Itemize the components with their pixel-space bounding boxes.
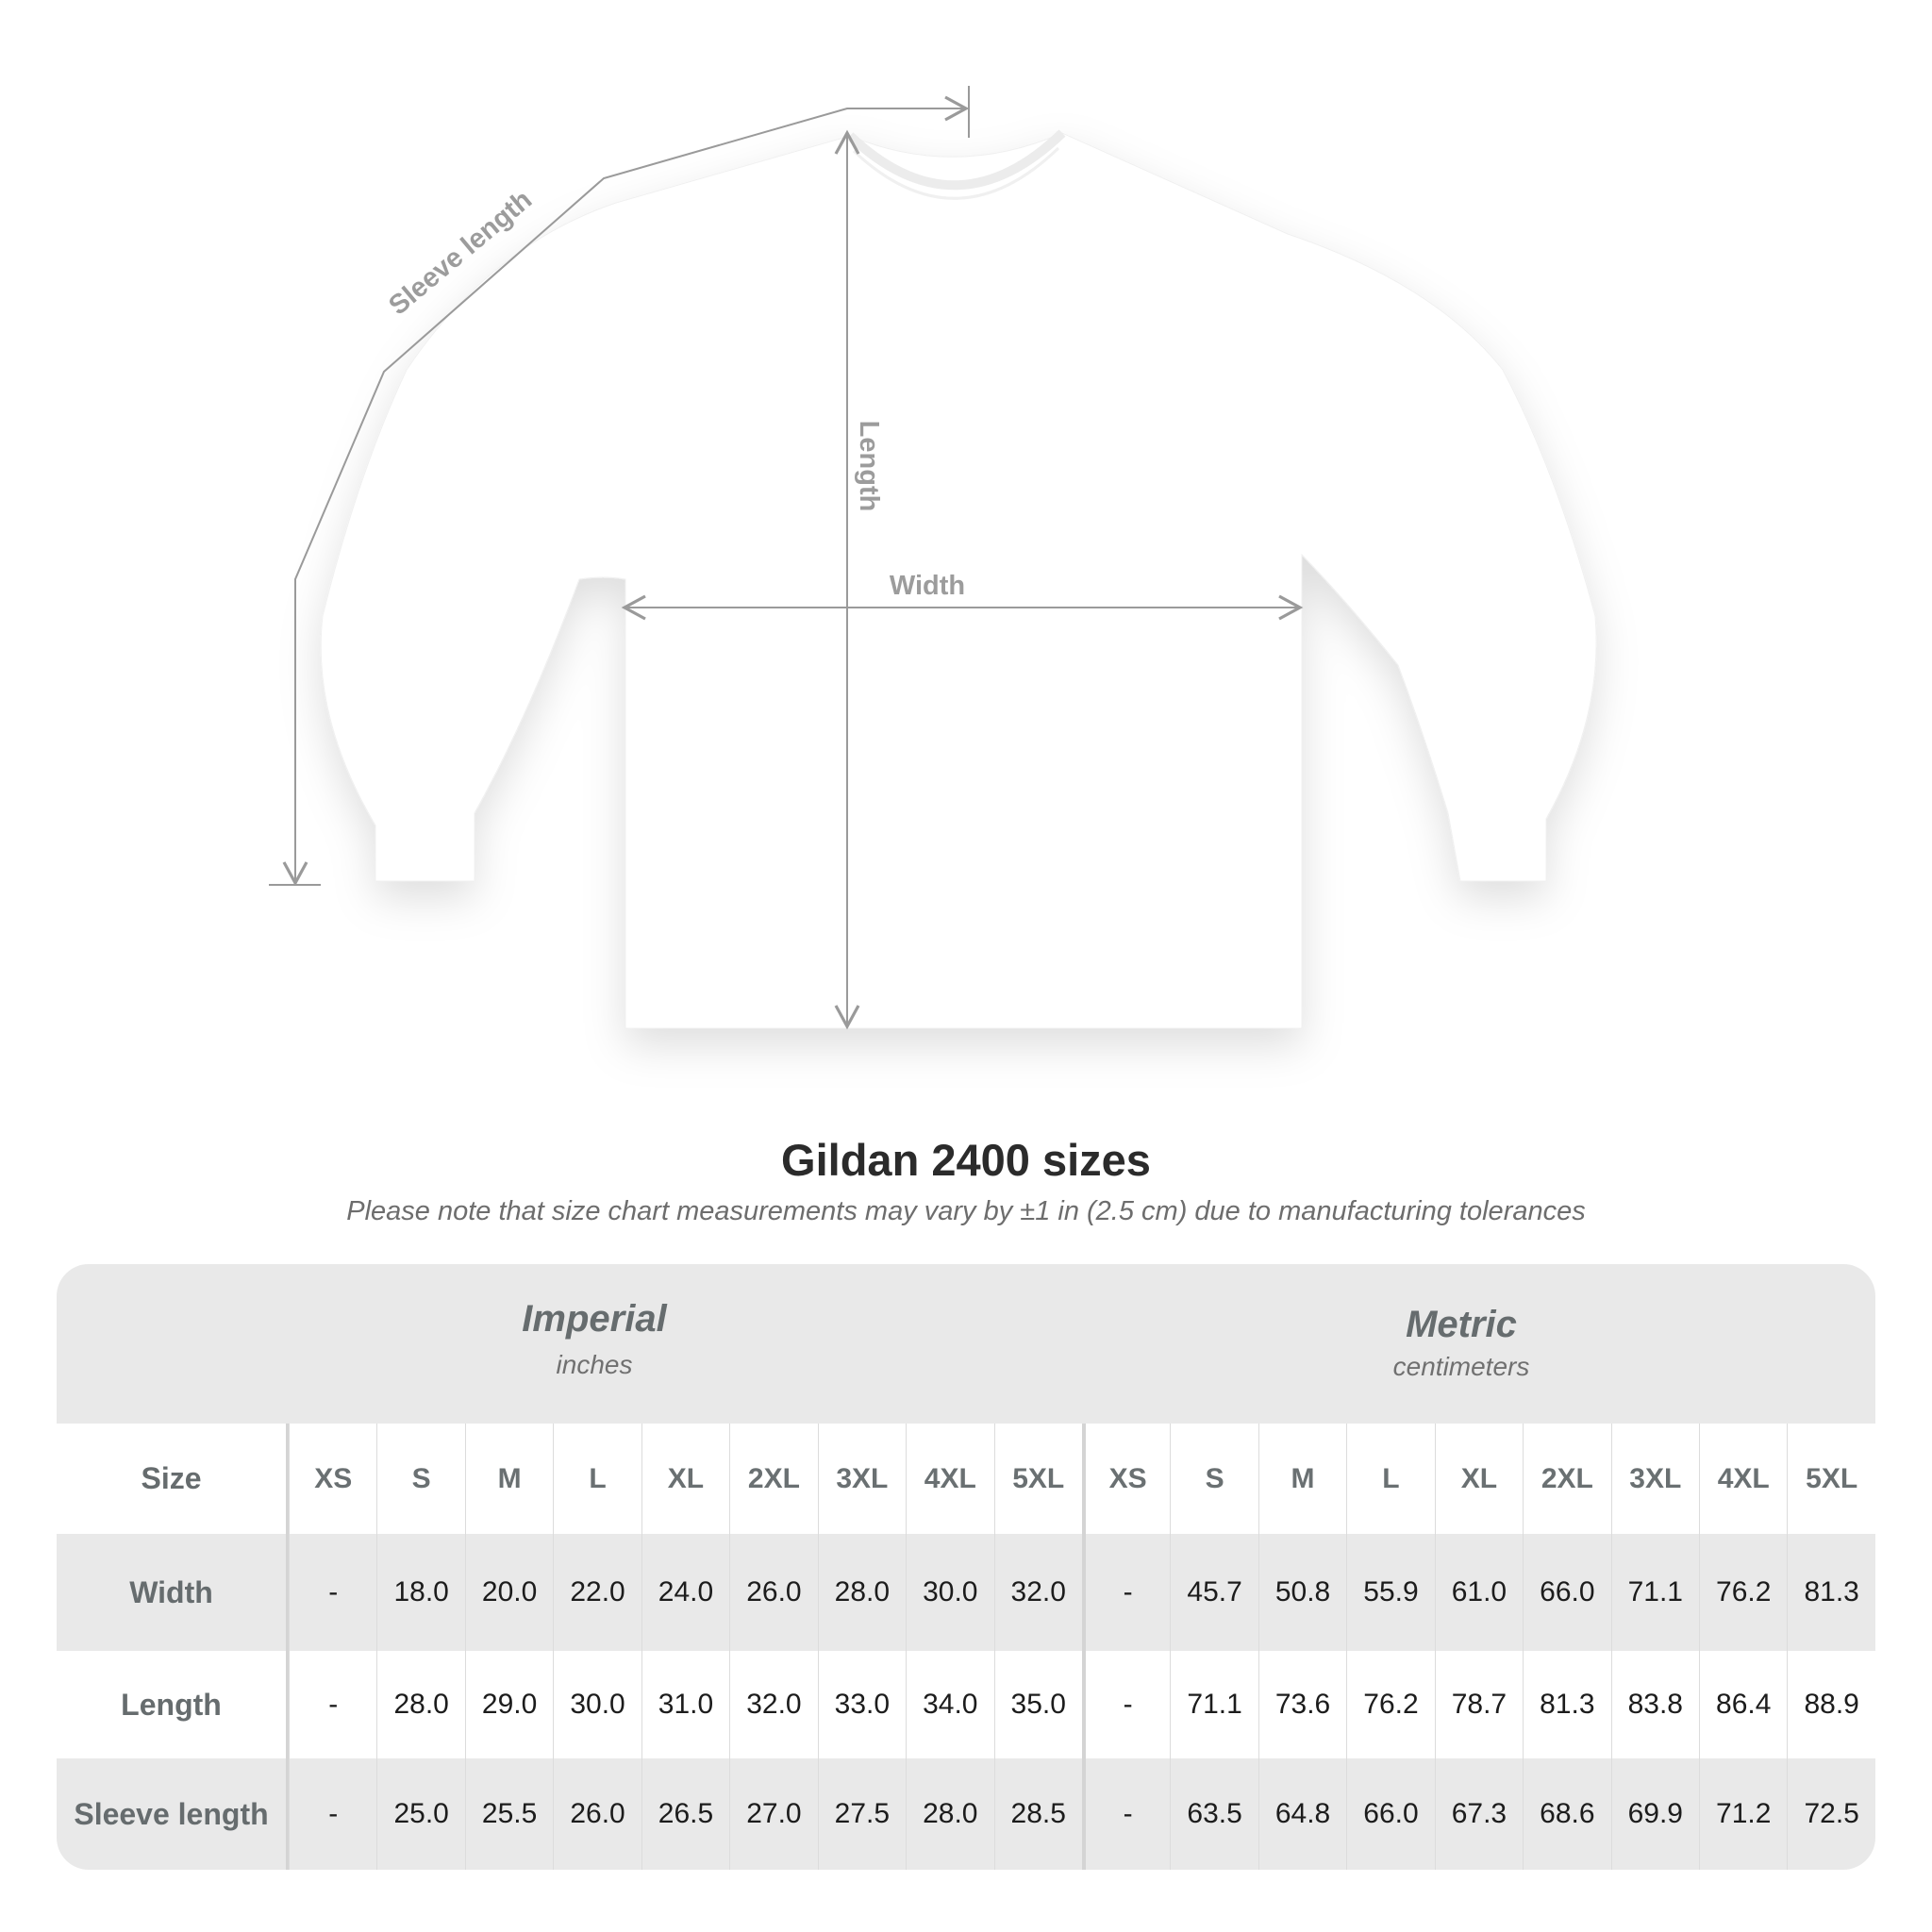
long-sleeve-shirt — [320, 132, 1597, 1029]
metric-cell: 68.6 — [1523, 1758, 1610, 1870]
metric-size-2XL: 2XL — [1523, 1424, 1610, 1534]
metric-size-M: M — [1257, 1424, 1346, 1534]
metric-size-XS: XS — [1081, 1424, 1170, 1534]
imperial-size-5XL: 5XL — [993, 1424, 1082, 1534]
imperial-cell: 26.0 — [729, 1534, 817, 1651]
size-header-row: Size XS S M L XL 2XL 3XL 4XL 5XL XS S M L XL 2XL 3XL 4XL 5… — [57, 1424, 1875, 1534]
metric-cell: 45.7 — [1170, 1534, 1257, 1651]
size-label: Size — [57, 1424, 289, 1534]
unit-header: Imperial inches Metric centimeters — [57, 1264, 1875, 1424]
metric-cell: 86.4 — [1699, 1651, 1787, 1758]
metric-label: Metric — [1406, 1304, 1517, 1345]
metric-cell: 78.7 — [1434, 1651, 1523, 1758]
metric-unit: centimeters — [1392, 1352, 1530, 1381]
metric-header: Metric centimeters — [1131, 1304, 1791, 1382]
imperial-size-L: L — [553, 1424, 641, 1534]
size-table: Imperial inches Metric centimeters Size X… — [57, 1264, 1875, 1870]
table-row: Sleeve length -25.0 25.5 26.0 26.5 27.0 27.5 28… — [57, 1758, 1875, 1870]
imperial-cell: 29.0 — [464, 1651, 553, 1758]
metric-cell: 50.8 — [1257, 1534, 1346, 1651]
metric-cell: 66.0 — [1523, 1534, 1610, 1651]
metric-cell: 63.5 — [1170, 1758, 1257, 1870]
metric-cell: 76.2 — [1699, 1534, 1787, 1651]
imperial-cell: - — [289, 1534, 376, 1651]
metric-size-XL: XL — [1434, 1424, 1523, 1534]
imperial-cell: 20.0 — [464, 1534, 553, 1651]
imperial-cell: 18.0 — [376, 1534, 464, 1651]
metric-cell: - — [1081, 1534, 1170, 1651]
collar-seam — [852, 146, 1060, 200]
metric-size-3XL: 3XL — [1610, 1424, 1699, 1534]
table-row: Length -28.0 29.0 30.0 31.0 32.0 33.0 34.0 35.0-… — [57, 1651, 1875, 1758]
imperial-cell: - — [289, 1758, 376, 1870]
imperial-size-S: S — [376, 1424, 464, 1534]
metric-cell: 76.2 — [1346, 1651, 1434, 1758]
metric-cell: 67.3 — [1434, 1758, 1523, 1870]
metric-cell: 71.2 — [1699, 1758, 1787, 1870]
metric-cell: 71.1 — [1610, 1534, 1699, 1651]
imperial-cell: 35.0 — [993, 1651, 1082, 1758]
imperial-cell: 26.0 — [553, 1758, 641, 1870]
metric-cell: 73.6 — [1257, 1651, 1346, 1758]
row-label: Width — [57, 1534, 289, 1651]
imperial-size-4XL: 4XL — [906, 1424, 993, 1534]
imperial-cell: 25.0 — [376, 1758, 464, 1870]
metric-size-L: L — [1346, 1424, 1434, 1534]
metric-cell: 69.9 — [1610, 1758, 1699, 1870]
imperial-size-XL: XL — [641, 1424, 729, 1534]
imperial-size-XS: XS — [289, 1424, 376, 1534]
imperial-cell: 26.5 — [641, 1758, 729, 1870]
metric-cell: - — [1081, 1758, 1170, 1870]
imperial-size-2XL: 2XL — [729, 1424, 817, 1534]
row-label: Length — [57, 1651, 289, 1758]
metric-cell: 64.8 — [1257, 1758, 1346, 1870]
imperial-cell: 27.0 — [729, 1758, 817, 1870]
imperial-cell: 31.0 — [641, 1651, 729, 1758]
metric-cell: 66.0 — [1346, 1758, 1434, 1870]
imperial-cell: 28.5 — [993, 1758, 1082, 1870]
sleeve-length-line — [269, 86, 970, 887]
table-row: Width -18.0 20.0 22.0 24.0 26.0 28.0 30.0 32.0-4… — [57, 1534, 1875, 1651]
imperial-size-M: M — [464, 1424, 553, 1534]
tolerance-note: Please note that size chart measurements… — [346, 1196, 1586, 1226]
length-label: Length — [854, 421, 884, 512]
metric-cell: 88.9 — [1787, 1651, 1874, 1758]
imperial-cell: 32.0 — [729, 1651, 817, 1758]
metric-cell: 55.9 — [1346, 1534, 1434, 1651]
row-label: Sleeve length — [57, 1758, 289, 1870]
imperial-cell: - — [289, 1651, 376, 1758]
metric-size-4XL: 4XL — [1699, 1424, 1787, 1534]
imperial-cell: 30.0 — [553, 1651, 641, 1758]
width-label: Width — [890, 571, 965, 601]
imperial-cell: 28.0 — [376, 1651, 464, 1758]
imperial-cell: 32.0 — [993, 1534, 1082, 1651]
imperial-header: Imperial inches — [264, 1298, 924, 1380]
metric-size-5XL: 5XL — [1787, 1424, 1874, 1534]
imperial-cell: 33.0 — [817, 1651, 906, 1758]
imperial-cell: 30.0 — [906, 1534, 993, 1651]
imperial-cell: 22.0 — [553, 1534, 641, 1651]
metric-cell: 81.3 — [1523, 1651, 1610, 1758]
metric-cell: 81.3 — [1787, 1534, 1874, 1651]
metric-size-S: S — [1170, 1424, 1257, 1534]
imperial-unit: inches — [556, 1350, 633, 1379]
metric-cell: - — [1081, 1651, 1170, 1758]
metric-cell: 61.0 — [1434, 1534, 1523, 1651]
imperial-label: Imperial — [522, 1298, 667, 1340]
metric-cell: 72.5 — [1787, 1758, 1874, 1870]
collar — [846, 129, 1066, 191]
imperial-cell: 28.0 — [817, 1534, 906, 1651]
imperial-size-3XL: 3XL — [817, 1424, 906, 1534]
shirt-measurement-diagram: Sleeve length Length Width — [269, 86, 1597, 1030]
imperial-cell: 24.0 — [641, 1534, 729, 1651]
imperial-cell: 34.0 — [906, 1651, 993, 1758]
metric-cell: 83.8 — [1610, 1651, 1699, 1758]
metric-cell: 71.1 — [1170, 1651, 1257, 1758]
imperial-cell: 28.0 — [906, 1758, 993, 1870]
imperial-cell: 25.5 — [464, 1758, 553, 1870]
page-title: Gildan 2400 sizes — [781, 1135, 1151, 1185]
imperial-cell: 27.5 — [817, 1758, 906, 1870]
